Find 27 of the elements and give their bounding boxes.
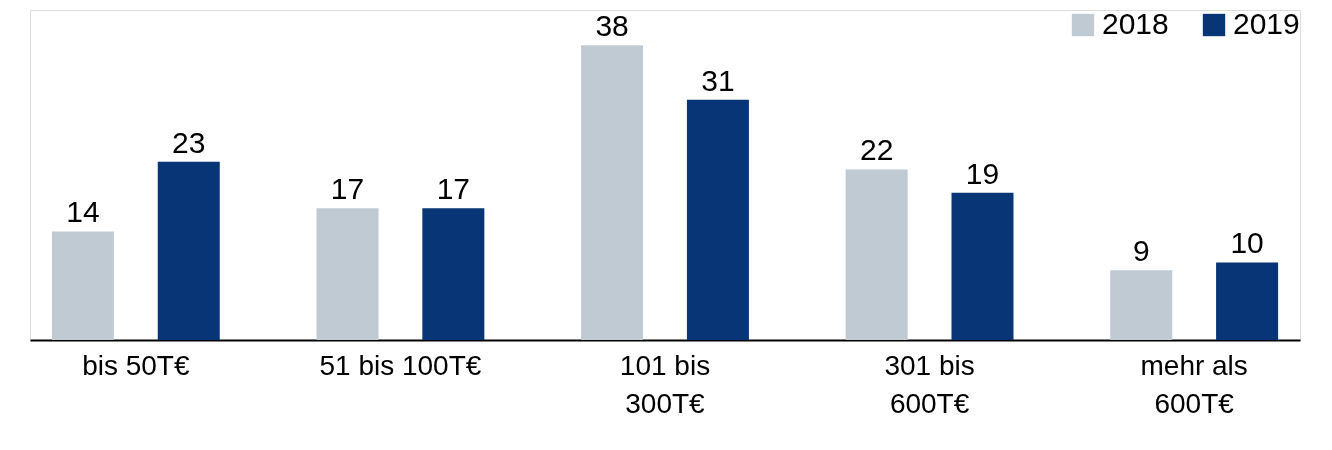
bar <box>581 45 644 340</box>
bar <box>1216 262 1279 340</box>
data-label: 38 <box>595 9 629 43</box>
bar <box>422 208 485 340</box>
legend-label: 2018 <box>1102 7 1169 40</box>
bar <box>316 208 379 340</box>
bar <box>845 169 908 340</box>
bar <box>951 192 1014 340</box>
bar <box>157 161 220 340</box>
data-label: 17 <box>330 172 365 206</box>
data-label: 19 <box>965 156 1000 190</box>
data-label: 23 <box>172 125 206 159</box>
x-tick-label: mehr als 600T€ <box>1140 349 1248 419</box>
x-tick-label: bis 50T€ <box>82 349 190 381</box>
data-label: 17 <box>436 172 471 206</box>
x-tick-label: 51 bis 100T€ <box>319 349 482 381</box>
data-label: 22 <box>859 133 894 167</box>
x-tick-label: 301 bis 600T€ <box>884 349 975 419</box>
data-label: 10 <box>1230 226 1264 260</box>
bar <box>1110 270 1173 340</box>
data-label: 31 <box>701 63 735 97</box>
data-label: 9 <box>1132 234 1150 268</box>
data-label: 14 <box>66 195 100 229</box>
bar <box>51 231 114 340</box>
x-tick-label: 101 bis 300T€ <box>619 349 711 419</box>
legend-label: 2019 <box>1233 7 1300 40</box>
bar <box>686 99 749 340</box>
